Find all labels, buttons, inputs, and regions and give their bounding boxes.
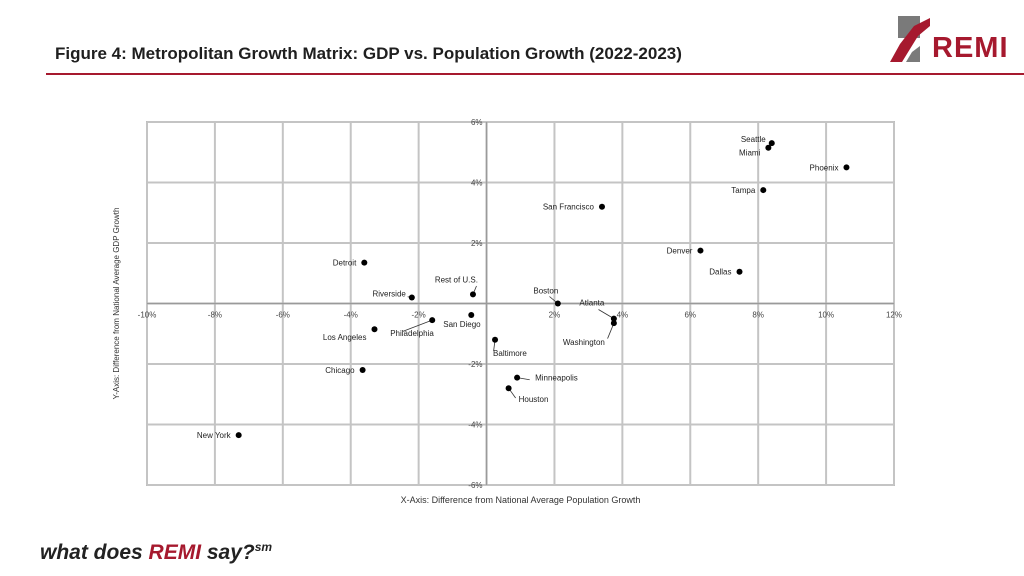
data-label: Chicago — [325, 366, 355, 375]
leader-line — [402, 319, 433, 332]
data-label: Seattle — [741, 135, 766, 144]
data-point — [429, 317, 436, 324]
x-axis-title: X-Axis: Difference from National Average… — [401, 495, 641, 505]
tagline-post: say? — [201, 541, 255, 564]
y-tick-label: 4% — [471, 179, 483, 188]
y-tick-label: -4% — [468, 421, 482, 430]
data-label: New York — [197, 431, 232, 440]
data-label: Rest of U.S. — [435, 275, 478, 284]
data-point — [736, 268, 743, 275]
data-point — [505, 385, 512, 392]
remi-logo — [888, 16, 1004, 66]
tagline: what does REMI say?sm — [40, 540, 272, 565]
logo-gray-base — [906, 46, 920, 62]
data-point — [371, 326, 378, 333]
figure-title: Figure 4: Metropolitan Growth Matrix: GD… — [55, 44, 682, 63]
data-label: San Francisco — [543, 203, 595, 212]
data-label: Miami — [739, 149, 761, 158]
data-point — [610, 320, 617, 327]
data-point — [554, 300, 561, 307]
data-label: San Diego — [443, 320, 481, 329]
data-point — [468, 311, 475, 318]
x-tick-label: 4% — [617, 311, 629, 320]
data-point — [235, 432, 242, 439]
data-point — [610, 315, 617, 322]
data-point — [469, 291, 476, 298]
logo-text: REMI — [932, 32, 1009, 64]
y-axis-title: Y-Axis: Difference from National Average… — [112, 208, 121, 400]
x-tick-label: 12% — [886, 311, 902, 320]
x-tick-label: -4% — [344, 311, 358, 320]
data-point — [765, 144, 772, 151]
data-point — [697, 247, 704, 254]
title-divider — [46, 73, 1024, 75]
x-tick-label: -8% — [208, 311, 222, 320]
data-point — [408, 294, 415, 301]
data-label: Detroit — [333, 259, 357, 268]
scatter-chart: -10% -8% -6% -4% -2% 2% 4% 6% 8% 10% 12% 6% 4% 2% -2% -… — [100, 110, 920, 515]
data-point — [843, 164, 850, 171]
data-label: Denver — [667, 247, 693, 256]
tagline-pre: what does — [40, 541, 149, 564]
data-label: Los Angeles — [323, 333, 367, 342]
data-label: Atlanta — [579, 299, 604, 308]
x-tick-label: -2% — [412, 311, 426, 320]
chart-svg: -10% -8% -6% -4% -2% 2% 4% 6% 8% 10% 12% 6% 4% 2% -2% -… — [112, 118, 902, 505]
data-label: Riverside — [373, 289, 407, 298]
x-tick-label: -6% — [276, 311, 290, 320]
data-point — [361, 259, 368, 266]
data-label: Philadelphia — [390, 329, 434, 338]
tagline-sup: sm — [254, 540, 273, 554]
x-tick-label: 10% — [818, 311, 834, 320]
data-point — [359, 367, 366, 374]
y-tick-label: 6% — [471, 118, 483, 127]
remi-logo-mark — [890, 16, 930, 62]
data-point — [768, 140, 775, 147]
data-point — [514, 374, 521, 381]
data-point — [760, 187, 767, 194]
y-tick-label: -6% — [468, 481, 482, 490]
tagline-brand: REMI — [148, 541, 202, 564]
data-label: Boston — [533, 287, 558, 296]
x-tick-label: -10% — [138, 311, 157, 320]
x-tick-label: 2% — [549, 311, 561, 320]
x-tick-label: 8% — [752, 311, 764, 320]
logo-red-swoosh — [890, 18, 930, 62]
data-label: Minneapolis — [535, 374, 578, 383]
data-label: Houston — [519, 395, 549, 404]
x-tick-label: 6% — [684, 311, 696, 320]
data-label: Phoenix — [810, 163, 839, 172]
data-label: Tampa — [731, 186, 756, 195]
data-point — [492, 336, 499, 343]
y-tick-label: 2% — [471, 239, 483, 248]
y-tick-label: -2% — [468, 360, 482, 369]
data-label: Baltimore — [493, 349, 527, 358]
data-label: Dallas — [709, 268, 731, 277]
data-label: Washington — [563, 338, 605, 347]
data-point — [598, 203, 605, 210]
